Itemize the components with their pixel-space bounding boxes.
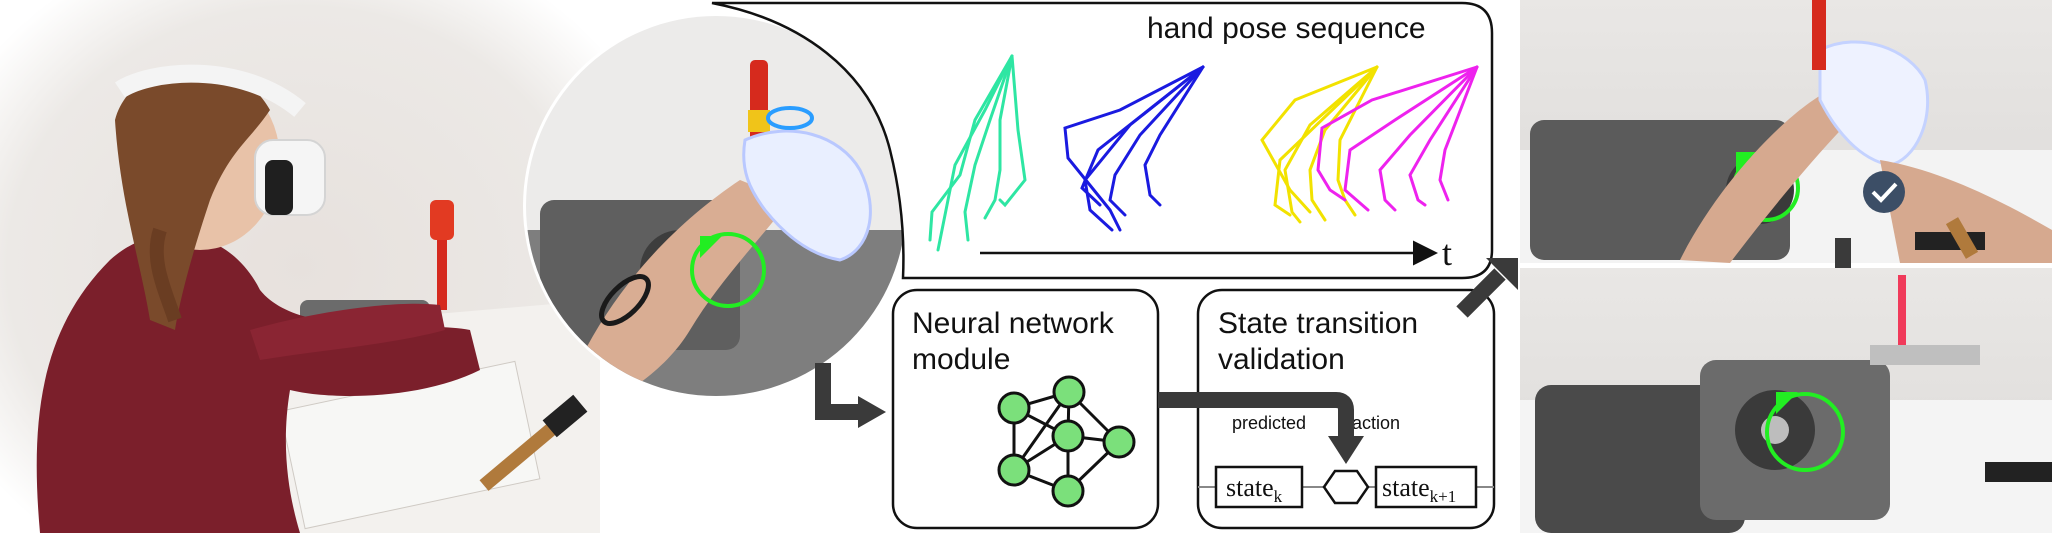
- checkmark-icon: [1863, 171, 1905, 213]
- nn-node: [997, 391, 1031, 425]
- hand-pose-1: [928, 54, 1027, 252]
- nn-title-line1: Neural network: [912, 307, 1115, 340]
- arrow-to-nn: [815, 363, 862, 420]
- nn-node: [1102, 425, 1136, 459]
- nn-title-line2: module: [912, 343, 1010, 376]
- st-title-line2: validation: [1218, 343, 1345, 376]
- hand-pose-3: [1260, 65, 1379, 224]
- nn-nodes: [997, 375, 1136, 508]
- hand-pose-2: [1063, 65, 1205, 232]
- engine-assembly-photo-bottom: [1520, 268, 2052, 533]
- action-label: action: [1352, 413, 1400, 433]
- state-k1-box: [1374, 465, 1478, 509]
- nn-node: [1052, 375, 1086, 409]
- neural-network-panel: Neural network module: [891, 288, 1160, 530]
- state-k-label: statek: [1226, 473, 1283, 506]
- st-title-line1: State transition: [1218, 307, 1418, 340]
- state-k1-label: statek+1: [1382, 473, 1456, 506]
- time-axis-label: t: [1442, 233, 1452, 273]
- nn-node: [1051, 474, 1085, 508]
- predicted-label: predicted: [1232, 413, 1306, 433]
- arrow-to-result: [1456, 268, 1506, 318]
- predicted-action-arrow: [1158, 392, 1354, 440]
- transition-hexagon: [1322, 469, 1370, 505]
- state-k-box: [1214, 465, 1304, 509]
- hand-pose-4: [1316, 65, 1479, 212]
- engine-assembly-photo-top: [1520, 0, 2052, 263]
- nn-node: [1051, 419, 1085, 453]
- hand-pose-title: hand pose sequence: [1147, 12, 1426, 45]
- nn-node: [997, 453, 1031, 487]
- hand-pose-panel: hand pose sequence: [711, 1, 1494, 280]
- vr-headset-user-photo: [0, 0, 600, 533]
